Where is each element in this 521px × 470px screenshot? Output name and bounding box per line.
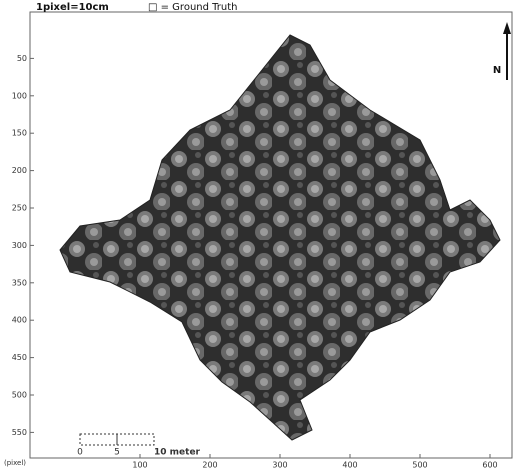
x-tick-label: 200 xyxy=(202,461,217,470)
x-tick-label: 300 xyxy=(272,461,287,470)
x-tick-label: 100 xyxy=(132,461,147,470)
axis-unit: (pixel) xyxy=(4,459,26,467)
y-tick-label: 350 xyxy=(12,278,27,287)
y-tick-label: 450 xyxy=(12,353,27,362)
y-tick-label: 300 xyxy=(12,241,27,250)
y-tick-label: 250 xyxy=(12,204,27,213)
scale-label: 10 meter xyxy=(154,448,201,458)
north-arrowhead xyxy=(503,22,511,34)
x-tick-label: 600 xyxy=(482,461,497,470)
legend-note: □ = Ground Truth xyxy=(148,2,238,13)
x-tick-label: 400 xyxy=(342,461,357,470)
scale-note: 1pixel=10cm xyxy=(36,2,109,13)
y-tick-label: 150 xyxy=(12,129,27,138)
scale-label: 5 xyxy=(114,448,120,458)
y-tick-label: 200 xyxy=(12,166,27,175)
scale-label: 0 xyxy=(77,448,83,458)
north-label: N xyxy=(493,65,501,76)
map-figure: 1pixel=10cm □ = Ground Truth N 0 5 10 me… xyxy=(0,0,521,470)
forest-area xyxy=(60,35,500,440)
y-tick-label: 500 xyxy=(12,391,27,400)
y-tick-label: 400 xyxy=(12,316,27,325)
x-tick-label: 500 xyxy=(412,461,427,470)
y-tick-label: 100 xyxy=(12,91,27,100)
y-tick-label: 550 xyxy=(12,428,27,437)
y-tick-label: 50 xyxy=(17,54,27,63)
